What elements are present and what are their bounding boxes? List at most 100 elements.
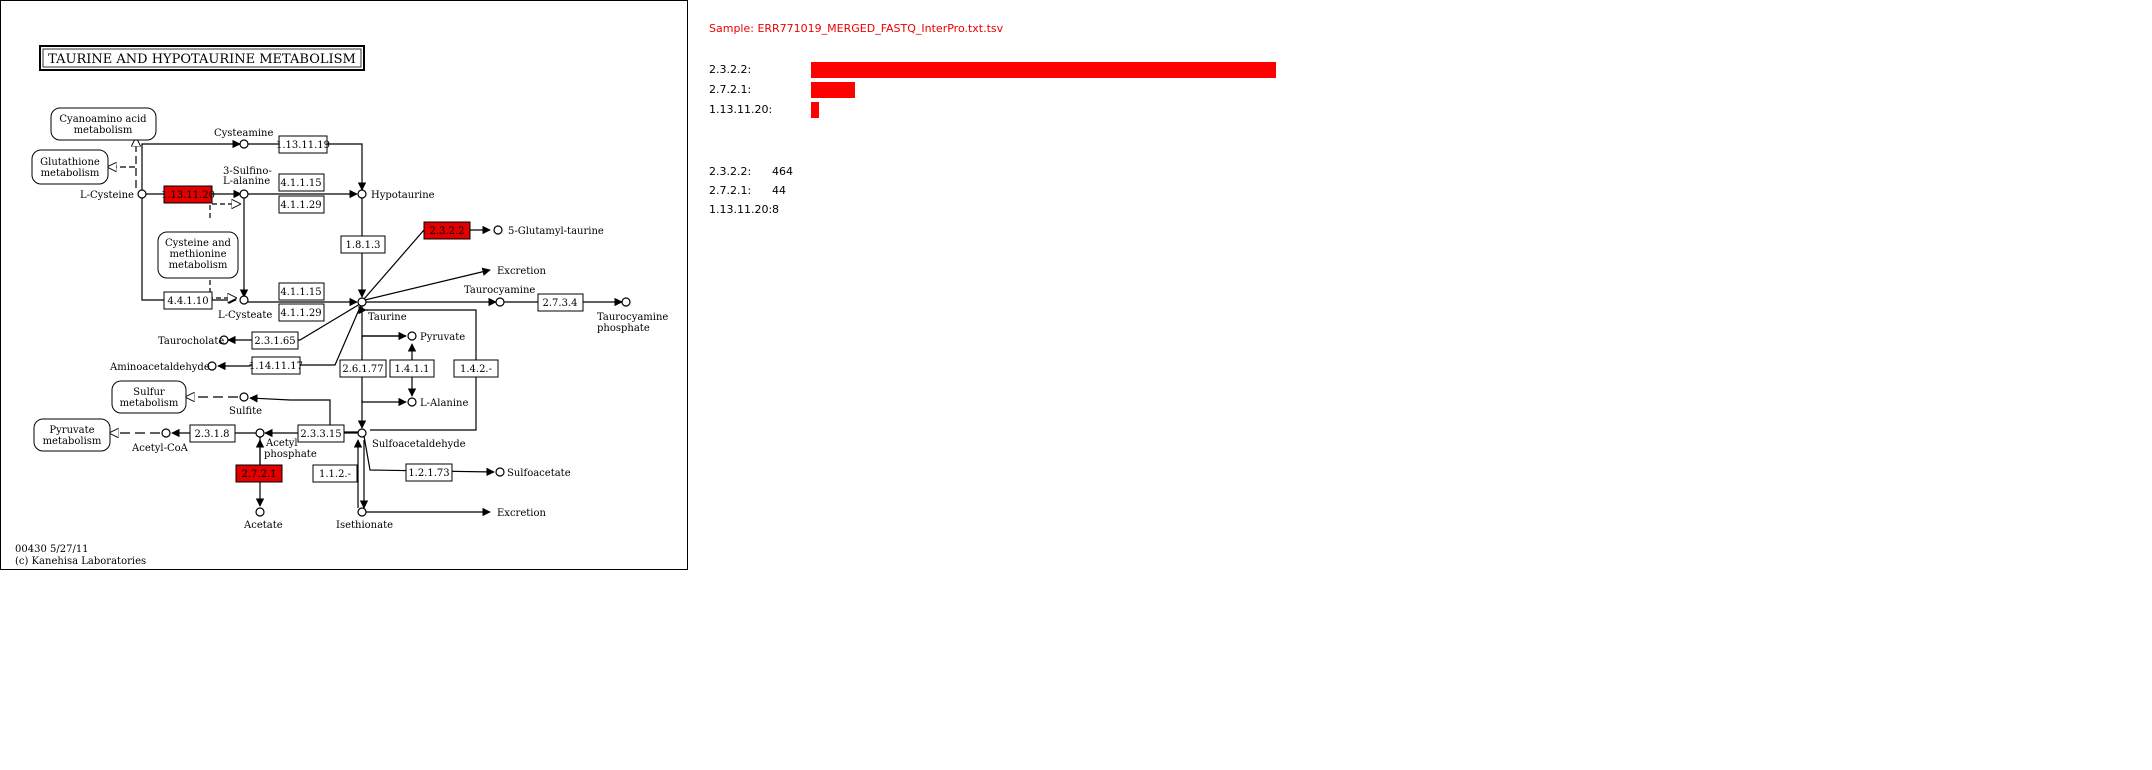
- label-aminoacetaldehyde: Aminoacetaldehyde: [109, 362, 210, 373]
- svg-text:2.3.3.15: 2.3.3.15: [300, 429, 341, 440]
- map-link-cyanoamino-line2: metabolism: [74, 125, 133, 136]
- label-l-cysteate: L-Cysteate: [218, 310, 272, 321]
- node-l-cysteate[interactable]: [239, 295, 249, 305]
- kegg-map-frame: [0, 0, 688, 570]
- enzyme-1-4-2[interactable]: 1.4.2.-: [453, 359, 499, 378]
- count-value: 464: [772, 165, 793, 178]
- svg-text:4.4.1.10: 4.4.1.10: [167, 296, 208, 307]
- svg-text:TAURINE AND HYPOTAURINE METABO: TAURINE AND HYPOTAURINE METABOLISM: [48, 52, 356, 67]
- sample-title: Sample: ERR771019_MERGED_FASTQ_InterPro.…: [709, 22, 1004, 35]
- map-link-cysmet-line1: Cysteine and: [165, 238, 232, 249]
- label-pyruvate: Pyruvate: [420, 332, 465, 343]
- map-footer-id: 00430 5/27/11: [15, 544, 89, 555]
- label-l-cysteine: L-Cysteine: [80, 190, 134, 201]
- label-acetate: Acetate: [243, 520, 283, 531]
- map-link-cysmet-line3: metabolism: [169, 260, 228, 271]
- svg-text:1.1.2.-: 1.1.2.-: [319, 469, 351, 480]
- node-hypotaurine[interactable]: [357, 189, 367, 199]
- enzyme-2-7-2-1[interactable]: 2.7.2.1: [235, 464, 283, 483]
- label-l-alanine: L-Alanine: [420, 398, 468, 409]
- enzyme-4-4-1-10[interactable]: 4.4.1.10: [163, 291, 213, 310]
- enzyme-2-6-1-77[interactable]: 2.6.1.77: [339, 359, 387, 378]
- enzyme-2-3-1-65[interactable]: 2.3.1.65: [251, 331, 299, 350]
- svg-text:2.7.2.1: 2.7.2.1: [242, 469, 277, 480]
- svg-text:1.14.11.17: 1.14.11.17: [249, 361, 303, 372]
- map-link-pyruvate-line1: Pyruvate: [49, 425, 94, 436]
- enzyme-1-1-2[interactable]: 1.1.2.-: [312, 464, 358, 483]
- map-link-cysteine-methionine[interactable]: [157, 231, 239, 279]
- bar-2-3-2-2-: [811, 62, 1276, 78]
- enzyme-2-3-1-8[interactable]: 2.3.1.8: [189, 424, 236, 443]
- label-taurocyamine-phosphate-2: phosphate: [597, 323, 650, 334]
- svg-text:1.13.11.19: 1.13.11.19: [276, 140, 330, 151]
- node-l-alanine[interactable]: [407, 397, 417, 407]
- label-sulfite: Sulfite: [229, 406, 262, 417]
- node-l-cysteine[interactable]: [137, 189, 147, 199]
- map-link-sulfur-line2: metabolism: [120, 398, 179, 409]
- enzyme-2-7-3-4[interactable]: 2.7.3.4: [537, 293, 584, 312]
- enzyme-1-14-11-17[interactable]: 1.14.11.17: [249, 356, 303, 375]
- bar-label: 2.3.2.2:: [709, 63, 752, 76]
- count-label: 2.3.2.2:: [709, 165, 752, 178]
- svg-text:2.7.3.4: 2.7.3.4: [543, 298, 578, 309]
- map-link-glutathione[interactable]: [31, 149, 109, 185]
- node-sulfite[interactable]: [239, 392, 249, 402]
- node-pyruvate[interactable]: [407, 331, 417, 341]
- enzyme-2-3-2-2[interactable]: 2.3.2.2: [423, 221, 471, 240]
- label-excretion-1: Excretion: [497, 266, 546, 277]
- pathway-map: TAURINE AND HYPOTAURINE METABOLISM: [15, 45, 668, 567]
- enzyme-1-13-11-20[interactable]: 1.13.11.20: [161, 185, 215, 204]
- node-acetate[interactable]: [255, 507, 265, 517]
- svg-text:4.1.1.29: 4.1.1.29: [280, 308, 321, 319]
- bar-1-13-11-20-: [811, 102, 819, 118]
- map-link-cyanoamino-line1: Cyanoamino acid: [59, 114, 147, 125]
- enzyme-4-1-1-29-a[interactable]: 4.1.1.29: [278, 195, 325, 214]
- node-acetyl-phosphate[interactable]: [255, 428, 265, 438]
- enzyme-1-2-1-73[interactable]: 1.2.1.73: [405, 463, 453, 482]
- node-aminoacetaldehyde[interactable]: [207, 361, 217, 371]
- node-glutamyl-taurine[interactable]: [493, 225, 503, 235]
- svg-text:4.1.1.29: 4.1.1.29: [280, 200, 321, 211]
- svg-text:1.13.11.20: 1.13.11.20: [161, 190, 215, 201]
- enzyme-1-13-11-19[interactable]: 1.13.11.19: [276, 135, 330, 154]
- node-cysteamine[interactable]: [239, 139, 249, 149]
- svg-text:2.6.1.77: 2.6.1.77: [342, 364, 383, 375]
- count-value: 8: [772, 203, 779, 216]
- map-link-glutathione-line1: Glutathione: [40, 157, 100, 168]
- map-link-cysmet-line2: methionine: [169, 249, 226, 260]
- label-excretion-2: Excretion: [497, 508, 546, 519]
- node-taurine[interactable]: [357, 297, 367, 307]
- node-taurocyamine[interactable]: [495, 297, 505, 307]
- map-link-sulfur-line1: Sulfur: [133, 387, 165, 398]
- svg-text:4.1.1.15: 4.1.1.15: [280, 287, 321, 298]
- bar-label: 2.7.2.1:: [709, 83, 752, 96]
- map-link-pyruvate[interactable]: [33, 418, 111, 452]
- node-taurocyamine-phosphate[interactable]: [621, 297, 631, 307]
- enzyme-2-3-3-15[interactable]: 2.3.3.15: [297, 424, 345, 443]
- label-taurocholate: Taurocholate: [158, 336, 224, 347]
- count-value: 44: [772, 184, 786, 197]
- enzyme-4-1-1-15-b[interactable]: 4.1.1.15: [278, 282, 325, 301]
- svg-text:2.3.1.65: 2.3.1.65: [254, 336, 295, 347]
- enzyme-1-8-1-3[interactable]: 1.8.1.3: [340, 235, 386, 254]
- node-isethionate[interactable]: [357, 507, 367, 517]
- enzyme-4-1-1-15-a[interactable]: 4.1.1.15: [278, 173, 325, 192]
- svg-text:1.8.1.3: 1.8.1.3: [346, 240, 381, 251]
- node-sulfinoalanine[interactable]: [239, 189, 249, 199]
- svg-text:1.4.2.-: 1.4.2.-: [460, 364, 492, 375]
- node-sulfoacetate[interactable]: [495, 467, 505, 477]
- label-acetyl-coa: Acetyl-CoA: [131, 443, 189, 454]
- svg-text:4.1.1.15: 4.1.1.15: [280, 178, 321, 189]
- label-sulfoacetate: Sulfoacetate: [507, 468, 571, 479]
- enzyme-1-4-1-1[interactable]: 1.4.1.1: [389, 359, 435, 378]
- map-link-cyanoamino[interactable]: [50, 107, 157, 141]
- label-taurine: Taurine: [368, 312, 407, 323]
- node-sulfoacetaldehyde[interactable]: [357, 428, 367, 438]
- node-acetyl-coa[interactable]: [161, 428, 171, 438]
- label-cysteamine: Cysteamine: [214, 128, 273, 139]
- count-label: 2.7.2.1:: [709, 184, 752, 197]
- node-taurocholate[interactable]: [219, 335, 229, 345]
- label-sulfinoalanine-1: 3-Sulfino-: [223, 166, 272, 177]
- map-link-sulfur[interactable]: [111, 380, 187, 414]
- enzyme-4-1-1-29-b[interactable]: 4.1.1.29: [278, 303, 325, 322]
